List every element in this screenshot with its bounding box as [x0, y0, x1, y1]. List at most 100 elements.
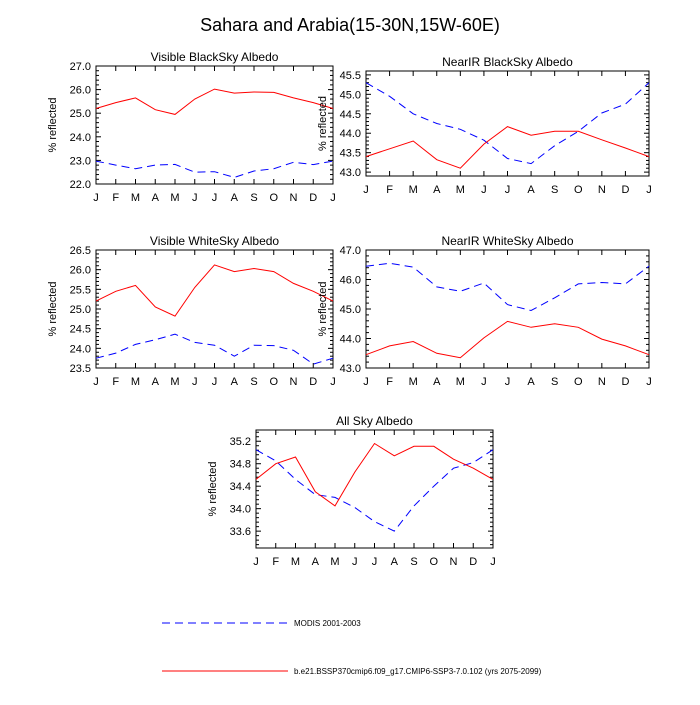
x-tick-label: J [372, 556, 378, 568]
y-axis-label: % reflected [47, 97, 59, 152]
x-tick-label: S [250, 192, 257, 204]
x-tick-label: J [481, 184, 487, 196]
x-tick-label: N [598, 184, 606, 196]
series-line-model [255, 442, 494, 507]
x-tick-label: J [646, 376, 652, 388]
x-tick-label: F [272, 556, 279, 568]
x-tick-label: M [456, 376, 465, 388]
x-tick-label: S [250, 376, 257, 388]
y-axis-label: % reflected [47, 281, 59, 336]
y-tick-label: 23.0 [70, 155, 91, 167]
x-tick-label: M [291, 556, 300, 568]
x-tick-label: M [330, 556, 339, 568]
x-tick-label: M [170, 376, 179, 388]
panel-visible-blacksky: Visible BlackSky Albedo % reflected 22.0 23… [47, 50, 336, 204]
y-tick-label: 43.0 [340, 363, 361, 375]
y-tick-label: 34.8 [230, 459, 251, 471]
y-tick-label: 24.0 [70, 343, 91, 355]
x-tick-label: J [212, 376, 218, 388]
x-tick-label: S [551, 376, 558, 388]
panel-visible-whitesky: Visible WhiteSky Albedo % reflected 23.5 24… [47, 234, 336, 388]
x-tick-label: J [481, 376, 487, 388]
x-tick-label: J [192, 376, 198, 388]
y-tick-label: 46.0 [340, 275, 361, 287]
y-tick-label: 45.5 [340, 70, 361, 82]
y-tick-label: 34.0 [230, 504, 251, 516]
x-tick-label: A [527, 184, 535, 196]
x-tick-label: M [456, 184, 465, 196]
panel-title: NearIR BlackSky Albedo [442, 55, 573, 69]
x-tick-label: S [551, 184, 558, 196]
series-line-model [95, 264, 334, 317]
x-tick-label: A [312, 556, 320, 568]
x-tick-label: J [330, 192, 336, 204]
x-tick-label: O [574, 184, 583, 196]
x-tick-label: N [290, 376, 298, 388]
x-tick-label: O [429, 556, 438, 568]
y-tick-label: 43.5 [340, 148, 361, 160]
plot-frame [255, 429, 494, 549]
x-tick-label: F [112, 376, 119, 388]
y-tick-label: 23.5 [70, 363, 91, 375]
y-tick-label: 24.0 [70, 132, 91, 144]
x-tick-label: D [621, 184, 629, 196]
y-tick-label: 25.0 [70, 304, 91, 316]
y-tick-label: 26.0 [70, 85, 91, 97]
y-axis-label: % reflected [317, 281, 329, 336]
x-tick-label: S [410, 556, 417, 568]
x-tick-label: M [170, 192, 179, 204]
y-tick-label: 43.0 [340, 167, 361, 179]
y-tick-label: 24.5 [70, 324, 91, 336]
series-line-modis [95, 160, 334, 178]
x-tick-label: A [433, 184, 441, 196]
x-tick-label: J [212, 192, 218, 204]
legend-modis-label: MODIS 2001-2003 [294, 619, 361, 628]
y-tick-label: 22.0 [70, 179, 91, 191]
y-tick-label: 47.0 [340, 245, 361, 257]
x-tick-label: M [131, 192, 140, 204]
y-tick-label: 35.2 [230, 436, 251, 448]
x-tick-label: O [574, 376, 583, 388]
series-line-modis [365, 262, 650, 312]
panel-all-sky: All Sky Albedo % reflected 33.6 34.0 34.4 34.… [207, 414, 496, 568]
y-tick-label: 44.5 [340, 109, 361, 121]
x-tick-label: J [490, 556, 496, 568]
x-tick-label: A [527, 376, 535, 388]
y-axis-label: % reflected [207, 461, 219, 516]
x-tick-label: N [450, 556, 458, 568]
legend-model-label: b.e21.BSSP370cmip6.f09_g17.CMIP6-SSP3-7.… [294, 667, 542, 676]
x-tick-label: A [152, 192, 160, 204]
y-tick-label: 25.5 [70, 284, 91, 296]
y-tick-label: 45.0 [340, 89, 361, 101]
y-tick-label: 45.0 [340, 304, 361, 316]
y-tick-label: 33.6 [230, 526, 251, 538]
x-tick-label: O [269, 376, 278, 388]
x-tick-label: A [433, 376, 441, 388]
plot-frame [365, 249, 650, 369]
x-tick-label: N [598, 376, 606, 388]
x-tick-label: D [309, 376, 317, 388]
figure-title: Sahara and Arabia(15-30N,15W-60E) [200, 15, 500, 35]
x-tick-label: A [231, 376, 239, 388]
legend: MODIS 2001-2003 b.e21.BSSP370cmip6.f09_g… [162, 619, 542, 676]
x-tick-label: A [152, 376, 160, 388]
series-line-modis [95, 333, 334, 365]
x-tick-label: J [253, 556, 259, 568]
x-tick-label: D [469, 556, 477, 568]
plot-frame [95, 65, 334, 185]
series-line-model [365, 320, 650, 359]
y-tick-label: 34.4 [230, 481, 251, 493]
x-tick-label: D [309, 192, 317, 204]
plot-frame [95, 249, 334, 369]
x-tick-label: J [93, 376, 99, 388]
x-tick-label: N [290, 192, 298, 204]
panel-nearir-whitesky: NearIR WhiteSky Albedo % reflected 43.0 44.… [317, 234, 652, 388]
panel-title: NearIR WhiteSky Albedo [441, 234, 573, 248]
x-tick-label: J [352, 556, 358, 568]
panel-title: Visible WhiteSky Albedo [150, 234, 280, 248]
x-tick-label: J [330, 376, 336, 388]
x-tick-label: J [646, 184, 652, 196]
x-tick-label: D [621, 376, 629, 388]
y-tick-label: 26.5 [70, 245, 91, 257]
